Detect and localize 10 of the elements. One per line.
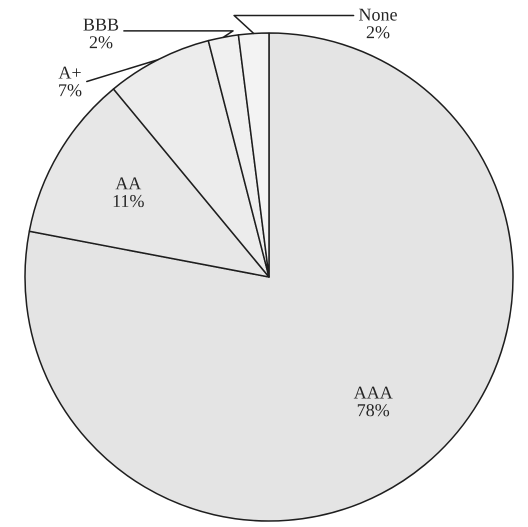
slice-label: AAA bbox=[354, 386, 393, 398]
data-label: 11% bbox=[114, 194, 144, 208]
data-label: 7% bbox=[59, 84, 82, 96]
slice-label: A+ bbox=[58, 66, 81, 79]
data-label: 2% bbox=[366, 26, 390, 38]
data-label: 78% bbox=[358, 404, 390, 416]
slice-label: AA bbox=[115, 177, 142, 190]
slice-label: BBB bbox=[83, 18, 118, 31]
slice-label: None bbox=[358, 8, 397, 21]
data-label: 2% bbox=[90, 36, 112, 48]
